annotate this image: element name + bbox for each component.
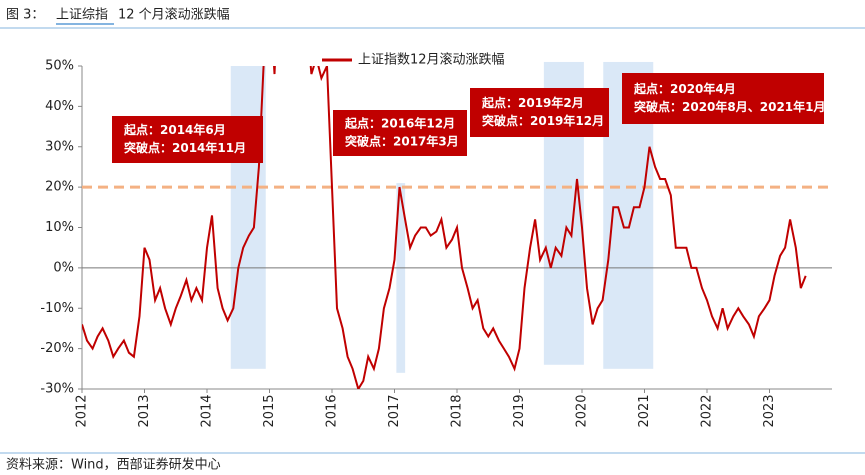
annotation-box	[333, 110, 467, 156]
y-tick-label: 0%	[53, 260, 74, 275]
x-tick-label: 2022	[700, 394, 715, 427]
annotation-text: 突破点：2019年12月	[482, 113, 604, 128]
y-tick-label: 40%	[45, 99, 74, 114]
title-prefix: 图 3：	[6, 8, 44, 23]
y-tick-label: -10%	[40, 301, 74, 316]
y-tick-label: 10%	[45, 220, 74, 235]
annotation-text: 起点：2016年12月	[344, 116, 455, 131]
annotation-box	[470, 88, 609, 137]
annotation-box	[112, 116, 263, 163]
y-tick-label: 30%	[45, 139, 74, 154]
annotation-text: 起点：2019年2月	[481, 95, 584, 110]
annotation-text: 起点：2020年4月	[633, 81, 736, 96]
x-tick-label: 2013	[137, 394, 152, 427]
annotation-text: 起点：2014年6月	[123, 122, 226, 137]
annotation-text: 突破点：2020年8月、2021年1月	[634, 99, 826, 114]
x-tick-label: 2023	[762, 394, 777, 427]
x-tick-label: 2018	[450, 394, 465, 427]
shaded-period	[396, 183, 406, 373]
x-tick-label: 2016	[325, 394, 340, 427]
series-line	[82, 66, 807, 389]
x-tick-label: 2021	[637, 394, 652, 427]
y-tick-label: 20%	[45, 180, 74, 195]
chart-title: 12 个月滚动涨跌幅	[118, 7, 230, 23]
annotation-text: 突破点：2017年3月	[345, 134, 459, 149]
y-tick-label: 50%	[45, 59, 74, 74]
annotation-box	[622, 73, 824, 124]
x-tick-label: 2019	[512, 394, 527, 427]
x-tick-label: 2012	[75, 394, 90, 427]
x-tick-label: 2014	[200, 394, 215, 427]
x-tick-label: 2015	[262, 394, 277, 427]
y-tick-label: -20%	[40, 341, 74, 356]
annotation-text: 突破点：2014年11月	[124, 140, 246, 155]
y-tick-label: -30%	[40, 382, 74, 397]
x-tick-label: 2020	[575, 394, 590, 427]
x-tick-label: 2017	[387, 394, 402, 427]
legend-label: 上证指数12月滚动涨跌幅	[358, 52, 505, 68]
source: 资料来源：Wind，西部证券研发中心	[6, 457, 221, 473]
title-highlight: 上证综指	[56, 8, 108, 23]
